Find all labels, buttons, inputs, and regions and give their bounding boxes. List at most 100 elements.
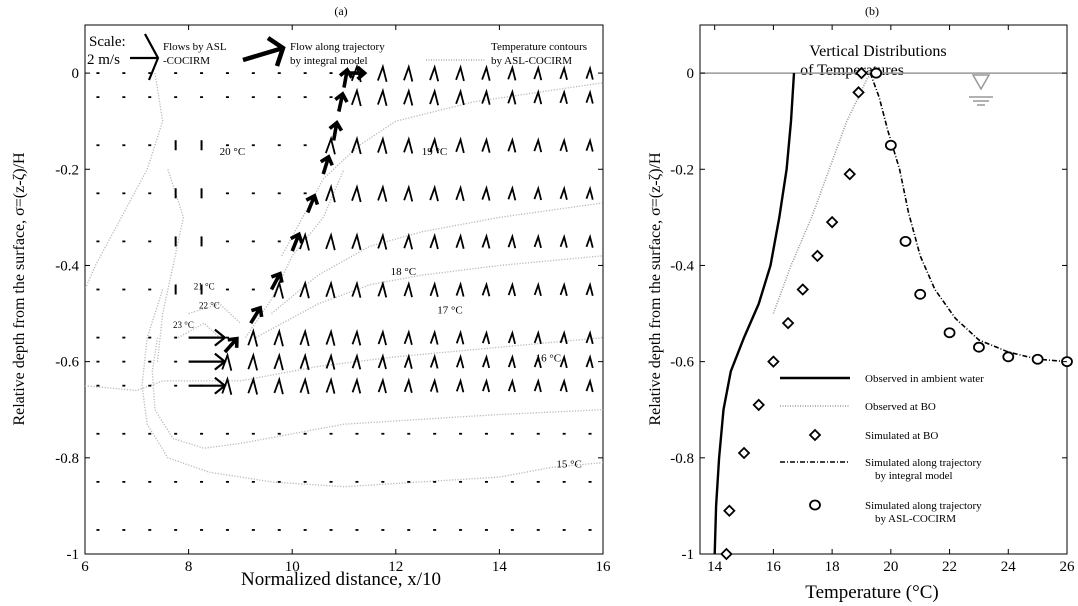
panel-b-title-line1: Vertical Distributions [809,43,946,60]
contour-labels: 20 °C 19 °C 18 °C 17 °C 16 °C 15 °C 21 °C 22 °C… [173,146,582,471]
legend-scale-arrow [130,33,160,81]
flow-vector [533,89,543,105]
x-tick-label: 18 [825,559,840,575]
contour-label: 16 °C [536,353,562,365]
flow-vector [507,378,516,393]
diamond-marker [843,167,857,181]
circle-marker [914,288,927,300]
flow-vector [403,353,413,369]
flow-vector [403,136,414,154]
temperature-contour [271,202,604,315]
contour-label: 17 °C [437,305,463,317]
flow-vector [507,233,517,249]
panel-b-plot [700,66,1073,561]
y-tick-label: -0.8 [670,451,694,467]
diamond-marker [720,547,733,561]
panel-a-xlabel: Normalized distance, x/10 [241,569,441,590]
flow-vector [481,233,491,249]
panel-b-label: (b) [865,4,879,18]
flow-vector [455,64,465,82]
flow-vector [507,330,516,345]
flow-vector [585,89,594,104]
flow-vector [559,185,568,200]
flow-vector [299,328,310,347]
outfall-jet-head [214,328,227,347]
legend-entry-label: Observed in ambient water [865,373,984,385]
flow-vector [559,137,568,153]
flow-vector [299,376,310,395]
flow-vector [403,280,413,298]
y-tick-label: -1 [67,547,80,563]
x-tick-label: 16 [766,559,782,575]
flow-vector [247,376,258,395]
flow-vector [533,330,542,345]
x-tick-label: 16 [596,559,612,575]
y-tick-label: -0.8 [55,451,79,467]
flow-vector [325,183,336,203]
legend-scale-label: Scale: [89,34,126,50]
flow-vector [507,354,516,369]
flow-vector [377,329,387,346]
flow-vector [429,88,439,106]
flow-vector [325,352,336,370]
temperature-contour [84,72,164,290]
flow-vector [559,281,568,297]
temperature-contour [151,337,604,449]
flow-vector [585,137,594,152]
temperature-contour [84,336,604,392]
flow-vector [299,352,310,371]
flow-vector [559,89,568,105]
flow-vector [273,279,284,299]
flow-vector [455,377,465,393]
x-tick-label: 22 [942,559,957,575]
legend-flows-asl-2: -COCIRM [163,55,210,67]
flow-vector [403,184,414,202]
flow-vector [377,184,388,202]
contour-label: 20 °C [220,146,246,158]
flow-vector [429,184,439,202]
y-tick-label: -1 [682,547,695,563]
flow-vector [455,88,465,106]
circle-marker [1002,351,1015,363]
diamond-marker [855,66,868,80]
circle-marker [1031,353,1044,365]
flow-vector [299,280,310,299]
contour-label: 23 °C [173,320,194,330]
flow-vector [377,63,388,83]
temperature-contour [188,303,241,324]
circle-marker [943,327,956,339]
flow-vector [273,352,284,371]
panel-a-label: (a) [334,4,347,18]
outfall-jet-head [214,352,227,371]
diamond-marker [796,283,810,296]
legend-flow-traj-1: Flow along trajectory [290,41,385,53]
trajectory-arrow [334,91,349,112]
flow-vector [403,88,414,106]
y-tick-label: 0 [72,66,80,82]
x-tick-label: 10 [285,559,300,575]
flow-vector [325,328,336,346]
flow-vector [429,232,439,250]
legend-symbol-diamond [808,428,822,442]
flow-vector [351,184,362,203]
flow-vector [559,65,568,81]
flow-vector [351,353,362,370]
diamond-marker [737,446,751,460]
temperature-contour [255,255,604,339]
flow-vector [350,87,362,107]
flow-vector [455,184,465,202]
x-tick-label: 20 [883,559,898,575]
y-tick-label: 0 [687,66,695,82]
legend-flows-asl-1: Flows by ASL [163,41,227,53]
water-surface-icon [969,74,993,106]
panel-b: (b) Vertical Distributions of Temperatur… [647,4,1075,603]
flow-vector [351,280,362,298]
trajectory-flow-arrows [223,65,368,354]
legend-flow-traj-2: by integral model [290,55,368,67]
flow-vector [559,330,568,345]
outfall-jet-head [214,376,227,395]
flow-vector [273,328,284,347]
flow-vector [455,353,465,369]
x-tick-label: 12 [388,559,403,575]
flow-vector [325,280,336,299]
